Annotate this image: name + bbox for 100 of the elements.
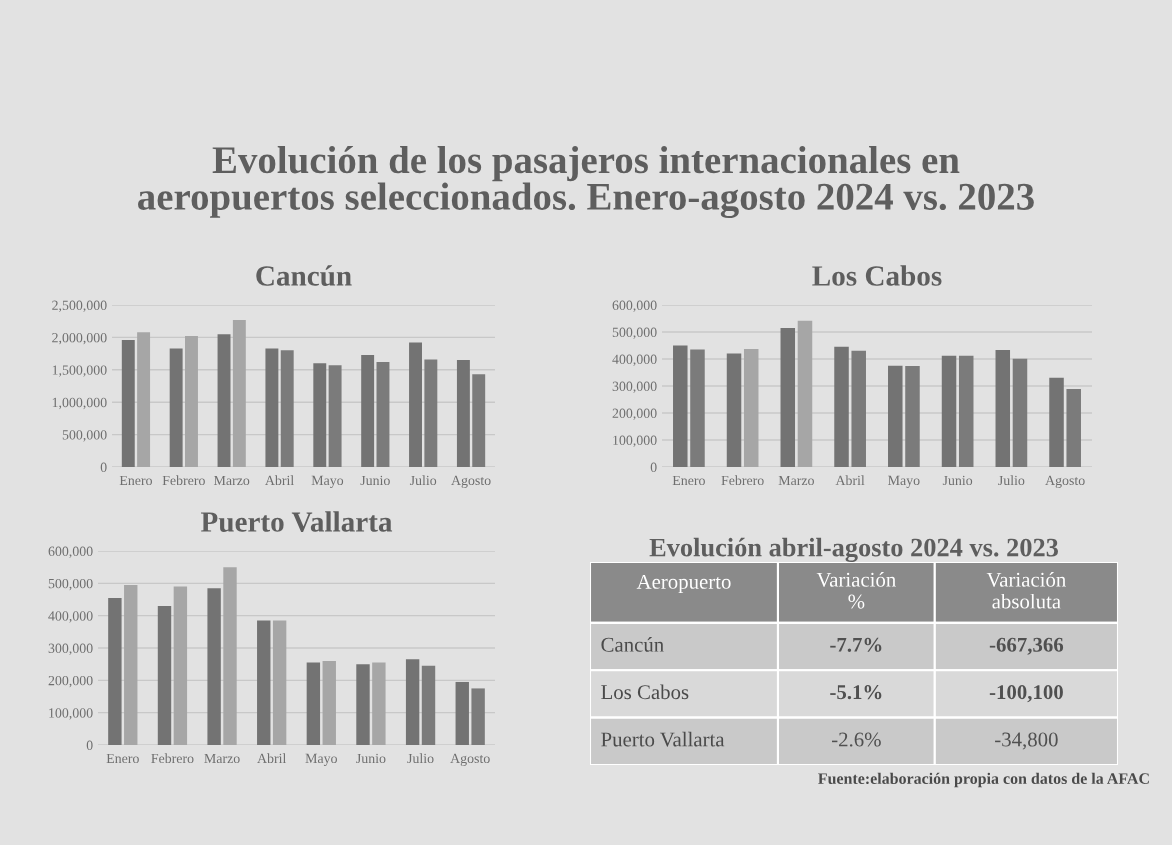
bar (376, 362, 390, 467)
x-tick-label: Agosto (1045, 475, 1085, 488)
y-tick-label: 2,000,000 (52, 332, 107, 345)
x-tick-label: Abril (835, 475, 865, 486)
y-tick-label: 0 (100, 462, 107, 472)
bar (169, 348, 183, 467)
bar (888, 365, 903, 467)
y-tick-label: 1,000,000 (52, 397, 107, 410)
bar (372, 662, 386, 745)
text: -7.7% (830, 637, 882, 652)
y-tick-label: 400,000 (612, 354, 657, 366)
bar (851, 350, 866, 467)
x-tick-label: Junio (356, 753, 386, 764)
bar (356, 664, 370, 745)
text: -2.6% (831, 732, 881, 747)
x-tick-label: Abril (257, 753, 287, 764)
y-tick-label: 200,000 (612, 408, 657, 420)
y-tick-label: 0 (86, 740, 93, 750)
category-label: Variación absoluta (986, 572, 1066, 609)
x-tick-label: Junio (942, 475, 973, 486)
text: Evolución abril-agosto 2024 vs. 2023 (649, 537, 1058, 562)
bar (361, 354, 375, 467)
bar (223, 567, 237, 745)
y-tick-label: 500,000 (612, 327, 657, 339)
text: -667,366 (989, 637, 1064, 655)
bar (322, 660, 336, 745)
y-tick-label: 1,500,000 (52, 365, 107, 377)
y-tick-label: 100,000 (49, 708, 93, 720)
chart-title: Cancún (256, 265, 352, 286)
x-tick-label: Julio (409, 475, 437, 486)
y-tick-label: 100,000 (613, 435, 657, 447)
chart-title: Los Cabos (812, 265, 942, 286)
chart-title: Puerto Vallarta (200, 511, 393, 532)
x-tick-label: Febrero (151, 753, 194, 764)
bar (173, 586, 188, 745)
x-tick-label: Enero (106, 753, 139, 764)
bar (455, 681, 469, 745)
bar (797, 320, 813, 467)
bar (834, 346, 849, 467)
x-tick-label: Agosto (450, 753, 490, 766)
bar (137, 332, 151, 467)
bar (328, 365, 342, 467)
bar (121, 339, 135, 467)
x-tick-label: Enero (119, 475, 152, 486)
bar (265, 348, 279, 467)
y-tick-label: 500,000 (62, 430, 107, 442)
text: -100,100 (989, 685, 1063, 703)
bar (995, 350, 1011, 467)
y-tick-label: 0 (650, 462, 657, 472)
x-tick-label: Mayo (311, 475, 344, 488)
bar (1049, 377, 1064, 467)
category-label: Variación % (816, 572, 896, 609)
bar (108, 597, 122, 745)
bar (257, 620, 271, 745)
bar (280, 350, 294, 467)
y-tick-label: 2,500,000 (52, 300, 107, 312)
y-tick-label: 400,000 (48, 611, 93, 623)
x-tick-label: Mayo (305, 753, 337, 766)
x-tick-label: Marzo (213, 475, 250, 486)
x-tick-label: Mayo (888, 475, 920, 488)
x-tick-label: Julio (407, 753, 434, 764)
x-tick-label: Junio (360, 475, 390, 486)
x-tick-label: Marzo (204, 753, 240, 764)
bar (217, 334, 231, 467)
bar (409, 342, 422, 467)
bar (157, 605, 172, 745)
text: Aeropuerto (636, 574, 731, 594)
bar (185, 336, 198, 467)
y-tick-label: 300,000 (48, 643, 93, 655)
text: -34,800 (995, 732, 1058, 750)
bar (272, 620, 287, 745)
text: Evolución de los pasajeros internacionales en aeropuertos seleccionados. Enero-agosto 2024 vs. 2023 (138, 145, 1034, 219)
y-tick-label: 500,000 (48, 578, 93, 591)
x-tick-label: Agosto (451, 475, 491, 488)
bar (471, 688, 485, 745)
bar (958, 355, 974, 467)
x-tick-label: Febrero (721, 475, 764, 486)
category-label: Cancún (601, 637, 664, 652)
bar (673, 345, 688, 467)
x-tick-label: Marzo (778, 475, 814, 486)
bar (941, 355, 957, 467)
bar (124, 584, 138, 745)
bar (313, 363, 327, 467)
category-label: Puerto Vallarta (601, 731, 725, 747)
bar (780, 327, 796, 467)
bar (207, 588, 221, 745)
bar (743, 349, 759, 467)
category-label: Los Cabos (601, 684, 689, 700)
bar (1066, 388, 1081, 467)
bar (405, 659, 420, 745)
bar (1012, 358, 1028, 467)
bar (232, 319, 246, 467)
bar (456, 360, 470, 467)
x-tick-label: Julio (998, 475, 1025, 486)
y-tick-label: 600,000 (612, 300, 657, 312)
bar (421, 665, 436, 745)
y-tick-label: 600,000 (48, 546, 93, 558)
bar (726, 353, 742, 467)
bar (690, 349, 705, 467)
source-note: Fuente:elaboración propia con datos de la AFAC (818, 772, 1149, 788)
